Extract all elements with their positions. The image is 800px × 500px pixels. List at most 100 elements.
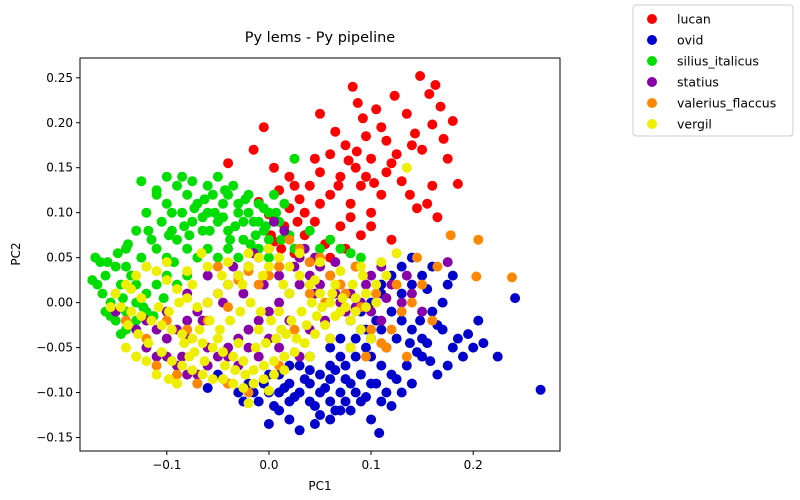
- data-point: [163, 374, 174, 385]
- data-point: [478, 338, 489, 349]
- x-tick-label: 0.0: [259, 458, 278, 472]
- data-point: [304, 225, 315, 236]
- plot-frame: [79, 57, 561, 452]
- data-point: [217, 270, 227, 281]
- data-point: [278, 279, 289, 290]
- data-point: [309, 275, 320, 286]
- x-tick-label: 0.1: [362, 458, 381, 472]
- legend-marker: [647, 14, 657, 24]
- data-point: [330, 257, 341, 268]
- data-point: [330, 279, 341, 290]
- data-point: [404, 189, 415, 200]
- legend-item-lucan: lucan: [647, 12, 711, 27]
- data-point: [351, 146, 362, 157]
- data-point: [289, 392, 300, 402]
- x-axis-title: PC1: [308, 479, 331, 493]
- data-point: [315, 410, 325, 420]
- data-point: [361, 351, 371, 362]
- data-point: [263, 243, 274, 254]
- data-point: [306, 297, 317, 308]
- data-point: [304, 351, 315, 362]
- data-point: [269, 189, 279, 200]
- data-point: [284, 234, 295, 245]
- data-point: [350, 162, 361, 173]
- data-point: [279, 383, 290, 393]
- data-point: [97, 288, 108, 299]
- data-point: [223, 279, 234, 290]
- data-point: [442, 279, 453, 290]
- data-point: [192, 378, 203, 389]
- data-point: [417, 144, 428, 155]
- data-point: [438, 133, 449, 144]
- data-point: [153, 302, 164, 313]
- data-point: [315, 243, 325, 254]
- data-point: [355, 230, 366, 241]
- data-point: [274, 252, 285, 263]
- data-point: [243, 342, 254, 353]
- data-point: [406, 288, 417, 299]
- data-point: [238, 234, 249, 245]
- data-point: [335, 306, 346, 317]
- data-point: [401, 108, 412, 119]
- data-point: [335, 266, 346, 277]
- data-point: [258, 203, 269, 214]
- data-point: [204, 315, 215, 326]
- data-point: [315, 369, 325, 380]
- data-point: [163, 230, 174, 241]
- data-point: [284, 288, 295, 299]
- data-point: [366, 333, 377, 344]
- data-point: [350, 306, 361, 317]
- data-point: [330, 405, 341, 416]
- data-point: [184, 230, 195, 241]
- data-point: [510, 293, 521, 304]
- data-point: [182, 243, 193, 254]
- data-point: [376, 360, 387, 371]
- data-point: [87, 275, 98, 286]
- data-point: [284, 261, 295, 272]
- data-point: [315, 198, 325, 209]
- data-point: [161, 171, 172, 182]
- legend-item-vergil: vergil: [647, 117, 712, 132]
- y-tick-label: −0.05: [36, 341, 73, 355]
- data-point: [248, 144, 259, 155]
- data-point: [177, 351, 188, 362]
- data-point: [350, 387, 361, 398]
- data-point: [284, 414, 295, 425]
- data-point: [355, 369, 366, 380]
- data-point: [309, 153, 320, 164]
- legend-marker: [647, 98, 657, 108]
- data-point: [274, 306, 285, 317]
- data-point: [473, 234, 484, 245]
- data-point: [143, 338, 154, 349]
- data-point: [141, 261, 152, 272]
- data-point: [366, 207, 377, 218]
- data-point: [366, 270, 377, 281]
- data-point: [340, 140, 351, 151]
- data-point: [209, 207, 220, 218]
- data-point: [304, 288, 315, 299]
- legend-label: lucan: [677, 12, 711, 27]
- data-point: [376, 324, 387, 335]
- data-point: [233, 198, 244, 209]
- data-point: [386, 158, 397, 169]
- data-point: [412, 203, 422, 214]
- data-point: [374, 428, 385, 438]
- y-tick-label: 0.20: [46, 116, 73, 130]
- data-point: [110, 288, 121, 299]
- data-point: [123, 239, 133, 250]
- y-tick-label: 0.05: [46, 251, 73, 265]
- data-point: [404, 338, 415, 349]
- data-point: [100, 270, 111, 281]
- data-point: [284, 171, 295, 182]
- data-point: [435, 101, 446, 112]
- data-point: [396, 176, 407, 187]
- data-point: [228, 180, 239, 191]
- data-point: [309, 419, 320, 429]
- data-point: [189, 347, 200, 358]
- data-point: [141, 207, 152, 218]
- data-point: [296, 306, 307, 317]
- data-point: [447, 270, 458, 281]
- data-point: [179, 221, 190, 232]
- legend-label: vergil: [677, 117, 712, 132]
- data-point: [406, 297, 417, 308]
